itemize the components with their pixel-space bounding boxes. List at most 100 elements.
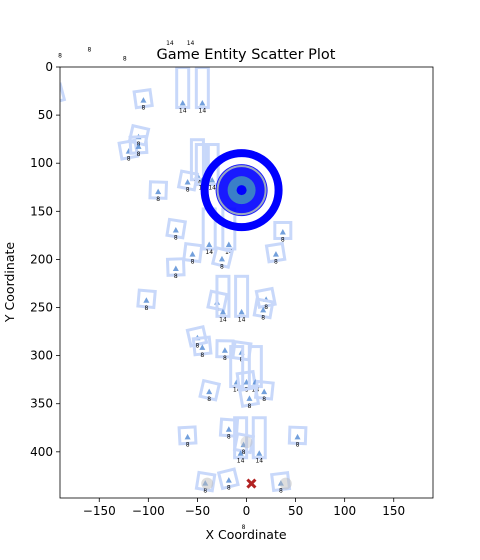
entity-6: 8 xyxy=(128,134,149,158)
entity-1: 8 xyxy=(132,87,154,112)
entity-label: 8 xyxy=(186,441,190,448)
entity-5: 8 xyxy=(117,138,140,163)
x-tick-label: 100 xyxy=(333,504,356,518)
entity-outline xyxy=(233,416,249,460)
entity-label: 14 xyxy=(225,249,233,256)
entity-label: 8 xyxy=(174,235,178,242)
outside-label-1: 8 xyxy=(88,47,92,54)
entity-outline xyxy=(215,274,231,318)
entity-label: 8 xyxy=(279,488,283,495)
entity-25: 8 xyxy=(252,297,275,321)
entity-label: 8 xyxy=(203,488,207,495)
target-center xyxy=(236,185,247,196)
entity-outline xyxy=(182,242,204,264)
entity-24: 14 xyxy=(234,274,250,323)
entity-marker xyxy=(256,450,263,456)
entity-marker xyxy=(279,228,286,235)
entity-marker xyxy=(143,297,150,303)
entity-label: 8 xyxy=(262,396,266,403)
entity-marker xyxy=(206,388,213,395)
entity-marker xyxy=(52,92,58,98)
target-inner-ring xyxy=(216,165,267,216)
y-tick-label: 0 xyxy=(45,60,53,74)
entity-outline xyxy=(210,245,234,269)
entity-43: 8 xyxy=(216,467,240,492)
entity-outline xyxy=(229,345,245,389)
entity-outline xyxy=(165,217,188,240)
entity-outline xyxy=(273,220,293,240)
entity-label: 14 xyxy=(219,316,227,323)
entity-outline xyxy=(287,425,308,446)
x-tick-label: −50 xyxy=(185,504,210,518)
entity-marker xyxy=(172,265,179,272)
entity-marker xyxy=(237,450,244,456)
entity-label: 8 xyxy=(261,314,265,321)
x-tick-label: 0 xyxy=(243,504,251,518)
y-axis: 0 50 100 150 200 250 300 350 400 xyxy=(30,60,60,459)
entity-label: 14 xyxy=(199,108,207,115)
entity-label: 8 xyxy=(53,100,57,107)
entity-outline xyxy=(165,257,186,277)
entity-marker xyxy=(140,97,147,103)
entity-marker xyxy=(225,426,232,432)
entity-36: 8 xyxy=(177,425,198,448)
entity-outline xyxy=(198,378,222,402)
entity-outline xyxy=(175,67,191,110)
entity-12: 8 xyxy=(165,217,188,242)
entity-label: 8 xyxy=(196,342,200,349)
entity-marker xyxy=(189,251,196,257)
ghost-marker xyxy=(240,436,253,449)
entity-label: 14 xyxy=(205,249,213,256)
entity-outline xyxy=(216,467,240,491)
entity-marker xyxy=(225,241,232,247)
entity-marker xyxy=(199,344,206,350)
outside-label-4: 14 xyxy=(187,40,195,47)
player-marker xyxy=(246,478,257,489)
entity-outline xyxy=(234,274,250,318)
entity-label: 8 xyxy=(227,485,231,492)
x-tick-label: −100 xyxy=(132,504,165,518)
entity-35: 8 xyxy=(238,385,261,410)
y-tick-label: 50 xyxy=(38,108,53,122)
entity-outline xyxy=(218,417,240,438)
entity-outline xyxy=(148,180,169,200)
entity-marker xyxy=(218,255,225,262)
entity-marker xyxy=(219,308,226,315)
entity-label: 14 xyxy=(255,458,263,465)
entity-label: 8 xyxy=(137,151,141,158)
entity-outline xyxy=(252,297,275,320)
entity-40: 14 xyxy=(251,416,267,465)
entity-marker xyxy=(184,178,191,185)
entity-marker xyxy=(184,433,191,440)
entity-label: 14 xyxy=(208,185,216,192)
ghost-marker xyxy=(279,477,292,490)
y-tick-label: 250 xyxy=(30,301,53,315)
chart-title: Game Entity Scatter Plot xyxy=(157,47,336,63)
entity-34: 8 xyxy=(198,378,222,403)
entity-marker xyxy=(240,441,247,448)
entity-19: 8 xyxy=(165,257,186,280)
entity-label: 8 xyxy=(156,196,160,203)
entity-outline xyxy=(194,67,210,110)
entity-label: 8 xyxy=(264,304,268,311)
entity-label: 8 xyxy=(191,259,195,266)
entity-outline xyxy=(191,335,213,357)
x-tick-label: −150 xyxy=(83,504,116,518)
entity-label: 8 xyxy=(142,105,146,112)
entity-label: 8 xyxy=(296,441,300,448)
entity-marker xyxy=(135,143,142,149)
entity-marker xyxy=(272,251,279,257)
entity-marker xyxy=(179,100,186,106)
entity-marker xyxy=(261,388,268,395)
entity-17: 8 xyxy=(210,245,234,270)
entity-label: 8 xyxy=(174,273,178,280)
entity-18: 8 xyxy=(264,241,287,266)
entity-label: 8 xyxy=(207,396,211,403)
entity-label: 8 xyxy=(127,156,131,163)
entity-label: 8 xyxy=(220,263,224,270)
entity-label: 8 xyxy=(248,403,252,410)
outside-label-3: 14 xyxy=(166,40,174,47)
y-tick-label: 300 xyxy=(30,349,53,363)
x-axis-label: X Coordinate xyxy=(205,527,286,542)
y-tick-label: 400 xyxy=(30,445,53,459)
